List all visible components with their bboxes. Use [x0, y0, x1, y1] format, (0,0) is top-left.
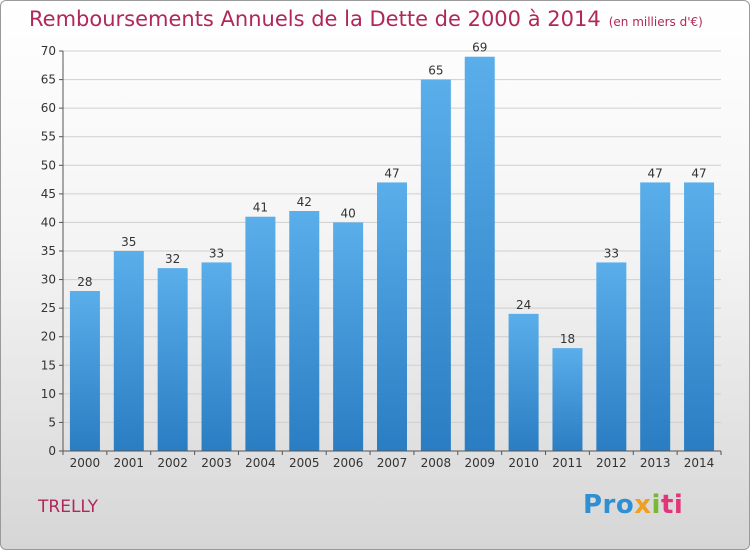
bar-2003 — [201, 262, 232, 451]
bar-2005 — [289, 211, 320, 451]
bar-2002 — [157, 268, 188, 451]
bar-2008 — [420, 79, 451, 452]
value-label-2003: 33 — [209, 246, 224, 260]
value-label-2002: 32 — [165, 252, 180, 266]
value-label-2000: 28 — [77, 275, 92, 289]
y-axis: 0 5 10 15 20 25 30 35 40 45 50 55 60 65 70 — [41, 44, 64, 458]
x-tick-label: 2002 — [157, 456, 188, 470]
proxiti-logo: Proxiti — [583, 490, 683, 520]
chart-title: Remboursements Annuels de la Dette de 20… — [29, 7, 703, 31]
value-label-2009: 69 — [472, 41, 487, 55]
bar-2011 — [552, 348, 583, 451]
y-tick-label: 60 — [41, 101, 56, 115]
x-tick-label: 2006 — [333, 456, 364, 470]
value-label-2007: 47 — [384, 166, 399, 180]
x-tick-label: 2012 — [596, 456, 627, 470]
bar-2001 — [113, 251, 144, 451]
x-tick-label: 2013 — [640, 456, 671, 470]
y-tick-label: 35 — [41, 244, 56, 258]
logo-part-2: x — [634, 490, 652, 520]
bar-2000 — [69, 291, 100, 451]
y-tick-label: 20 — [41, 330, 56, 344]
x-axis: 2000 2001 2002 2003 2004 2005 2006 2007 2008 2009… — [62, 450, 722, 470]
value-label-2011: 18 — [560, 332, 575, 346]
value-label-2012: 33 — [604, 246, 619, 260]
y-tick-label: 50 — [41, 158, 56, 172]
x-tick-label: 2014 — [684, 456, 715, 470]
y-tick-label: 5 — [48, 415, 56, 429]
bar-2006 — [333, 222, 364, 451]
value-label-2005: 42 — [297, 195, 312, 209]
y-tick-label: 0 — [48, 444, 56, 458]
logo-part-3: i — [651, 490, 661, 520]
x-tick-label: 2003 — [201, 456, 232, 470]
x-tick-label: 2004 — [245, 456, 276, 470]
logo-part-1: Pro — [583, 490, 635, 520]
value-label-2001: 35 — [121, 235, 136, 249]
x-tick-label: 2007 — [377, 456, 408, 470]
value-label-2014: 47 — [691, 166, 706, 180]
x-tick-label: 2000 — [70, 456, 101, 470]
chart-title-text: Remboursements Annuels de la Dette de 20… — [29, 7, 601, 31]
bar-2010 — [508, 313, 539, 451]
chart-unit-label: (en milliers d'€) — [608, 15, 703, 29]
value-label-2013: 47 — [648, 166, 663, 180]
x-tick-label: 2005 — [289, 456, 320, 470]
x-tick-label: 2011 — [552, 456, 583, 470]
commune-name: TRELLY — [38, 497, 99, 517]
bar-2004 — [245, 216, 276, 451]
y-tick-label: 40 — [41, 215, 56, 229]
value-label-2004: 41 — [253, 201, 268, 215]
logo-part-4: ti — [660, 490, 684, 520]
value-label-2008: 65 — [428, 64, 443, 78]
bar-2007 — [377, 182, 407, 451]
x-tick-label: 2001 — [114, 456, 145, 470]
value-label-2006: 40 — [340, 206, 355, 220]
x-tick-label: 2009 — [464, 456, 495, 470]
y-tick-label: 45 — [41, 187, 56, 201]
bars: 28 35 32 33 41 42 40 47 65 69 24 18 33 47 47 — [69, 41, 715, 452]
x-tick-label: 2008 — [421, 456, 452, 470]
bar-2012 — [596, 262, 627, 451]
y-tick-label: 70 — [41, 44, 56, 58]
value-label-2010: 24 — [516, 298, 531, 312]
y-tick-label: 25 — [41, 301, 56, 315]
bar-2014 — [684, 182, 715, 451]
x-tick-label: 2010 — [508, 456, 539, 470]
y-tick-label: 10 — [41, 387, 56, 401]
bar-2013 — [640, 182, 671, 451]
y-tick-label: 65 — [41, 73, 56, 87]
y-tick-label: 30 — [41, 273, 56, 287]
y-tick-label: 15 — [41, 358, 56, 372]
y-tick-label: 55 — [41, 130, 56, 144]
bar-2009 — [464, 56, 495, 451]
